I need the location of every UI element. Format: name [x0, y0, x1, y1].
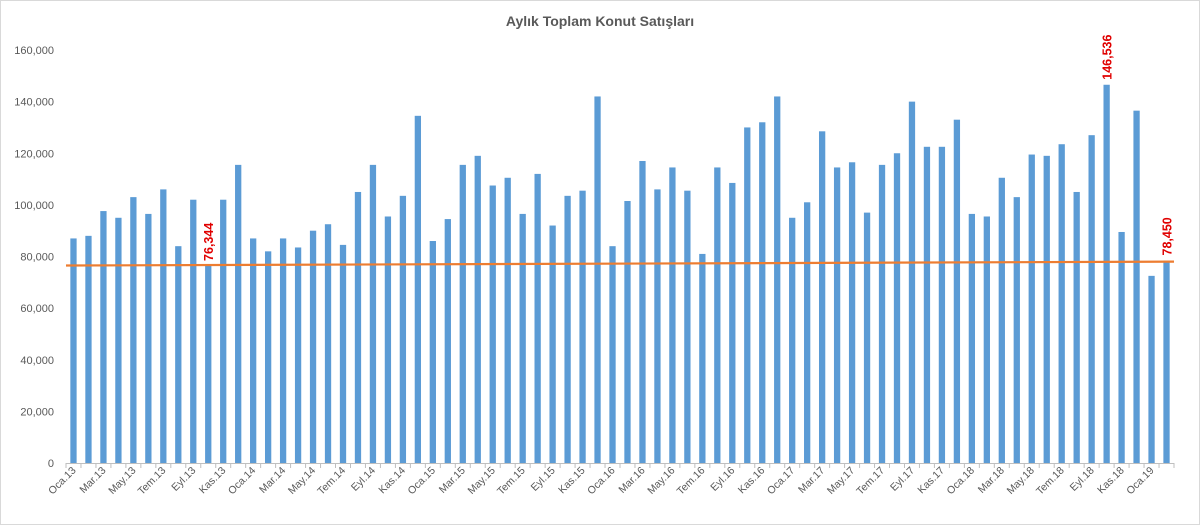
bar [130, 197, 137, 463]
bar [744, 127, 751, 463]
chart-title: Aylık Toplam Konut Satışları [506, 13, 694, 29]
bar [145, 213, 152, 463]
bar [399, 195, 407, 463]
bar [205, 265, 212, 463]
bar [729, 182, 736, 463]
y-tick-label: 0 [48, 458, 54, 470]
bar [1148, 275, 1155, 463]
annotations: 76,344 146,536 78,450 [202, 35, 1174, 261]
bar [594, 96, 601, 464]
y-tick-label: 100,000 [14, 200, 54, 212]
bar [1118, 231, 1125, 463]
bar [848, 162, 856, 463]
bar [579, 190, 586, 463]
bar [235, 164, 242, 463]
bar [160, 189, 167, 463]
bar [998, 177, 1005, 463]
bar [1163, 260, 1170, 463]
bar [549, 225, 556, 463]
trend-line [65, 260, 1175, 267]
bar [339, 244, 347, 463]
bar [893, 153, 901, 463]
bar [444, 219, 451, 463]
bar [1103, 84, 1110, 463]
bar [968, 213, 976, 463]
bar [489, 185, 496, 463]
bar [115, 217, 122, 463]
data-label: 78,450 [1161, 217, 1175, 255]
bar [833, 167, 841, 463]
bar [804, 202, 811, 464]
bar [639, 160, 646, 464]
bar [414, 115, 422, 463]
bar [429, 241, 436, 463]
bar [938, 146, 946, 464]
bar [1088, 135, 1095, 463]
y-tick-label: 40,000 [20, 355, 54, 367]
y-tick-label: 60,000 [20, 303, 54, 315]
bar [519, 213, 526, 463]
bar [714, 167, 721, 463]
bar [534, 173, 541, 463]
bar [878, 164, 886, 463]
bar [369, 164, 377, 463]
bar [654, 189, 661, 463]
y-tick-label: 160,000 [14, 45, 54, 57]
bar [70, 238, 77, 463]
bar [264, 251, 272, 463]
y-tick-label: 120,000 [14, 148, 54, 160]
bar [863, 212, 871, 463]
bar [474, 155, 481, 463]
bar [354, 191, 362, 463]
bar [624, 201, 631, 463]
y-tick-label: 20,000 [20, 406, 54, 418]
bar [669, 167, 676, 463]
bar [684, 190, 691, 463]
bar [908, 101, 916, 464]
bar [774, 96, 781, 464]
bar [459, 164, 466, 463]
bar [564, 195, 571, 463]
bar [220, 199, 227, 463]
bar [1073, 191, 1080, 463]
bar-series [70, 84, 1170, 464]
bar [1043, 155, 1050, 463]
bar [250, 238, 257, 463]
bar [1028, 154, 1035, 464]
y-axis: 0 20,000 40,000 60,000 80,000 100,000 120,000 1… [14, 45, 54, 470]
data-label: 76,344 [202, 223, 216, 261]
bar [699, 253, 706, 463]
bar [759, 122, 766, 463]
bar [983, 216, 990, 463]
bar [309, 230, 317, 463]
bar [1058, 144, 1065, 463]
bar [85, 235, 92, 463]
y-tick-label: 140,000 [14, 97, 54, 109]
bar [190, 199, 197, 463]
bar [609, 246, 616, 463]
bar [175, 246, 182, 463]
bar [324, 224, 332, 463]
trend-line-path [65, 260, 1175, 267]
bar [818, 131, 826, 463]
bar [1133, 110, 1140, 463]
bar [279, 238, 287, 463]
bar [100, 211, 107, 463]
bar [789, 217, 796, 463]
bar [1013, 197, 1020, 463]
bar [294, 247, 302, 463]
bar [923, 146, 931, 464]
y-tick-label: 80,000 [20, 252, 54, 264]
bar [384, 216, 392, 463]
bar [953, 119, 961, 463]
data-label: 146,536 [1101, 35, 1115, 80]
bar [504, 177, 511, 463]
